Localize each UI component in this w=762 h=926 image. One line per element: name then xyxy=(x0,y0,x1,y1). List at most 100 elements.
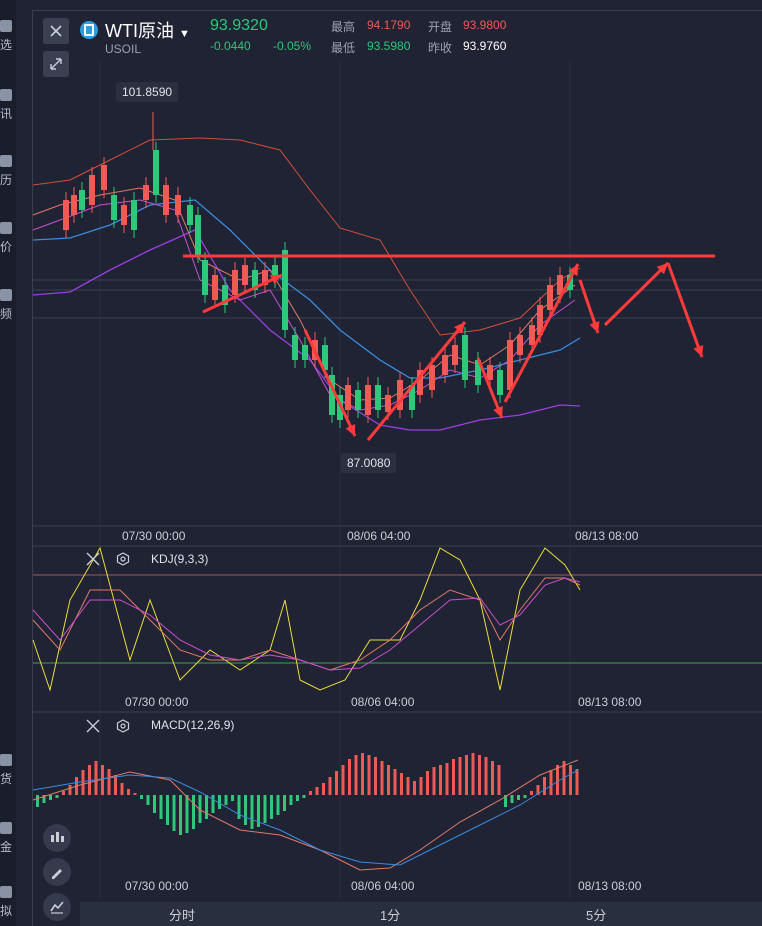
price-change: -0.0440 xyxy=(210,39,251,53)
candle xyxy=(345,385,351,410)
macd-bar xyxy=(81,770,85,795)
candle xyxy=(121,205,127,225)
collapse-button[interactable] xyxy=(43,51,69,77)
candle xyxy=(187,205,193,225)
macd-bar xyxy=(185,795,189,833)
annotation-arrowhead xyxy=(693,345,704,357)
macd-bar xyxy=(393,769,397,795)
sidebar-item-calendar[interactable]: 历 xyxy=(0,155,16,188)
macd-bar xyxy=(289,795,293,805)
candle xyxy=(517,335,523,355)
bollinger-upper xyxy=(32,137,581,336)
indicator-tool-button[interactable] xyxy=(43,893,71,921)
macd-bar xyxy=(361,753,364,795)
timeframe-bar xyxy=(80,902,762,926)
open-value: 93.9800 xyxy=(463,18,507,32)
macd-settings-icon[interactable] xyxy=(116,719,130,733)
tab-5min[interactable]: 5分 xyxy=(586,908,607,923)
annotation-arrow xyxy=(303,329,357,437)
kdj-close-icon[interactable] xyxy=(86,552,100,566)
tab-1min[interactable]: 1分 xyxy=(380,908,401,923)
open-label: 开盘 xyxy=(428,20,453,34)
macd-bar xyxy=(192,795,195,829)
candle xyxy=(497,370,503,395)
macd-bar xyxy=(166,795,169,825)
macd-bar xyxy=(478,755,481,795)
sidebar-item-watchlist[interactable]: 选 xyxy=(0,20,16,53)
x-axis-label: 08/06 04:00 xyxy=(351,695,415,709)
candle xyxy=(567,275,573,290)
macd-bar xyxy=(413,781,416,795)
macd-bar xyxy=(101,765,104,795)
macd-bar xyxy=(127,789,130,795)
macd-bar xyxy=(146,795,150,805)
macd-bar xyxy=(400,773,403,795)
chevron-down-icon: ▼ xyxy=(179,28,190,40)
macd-bar xyxy=(341,765,345,795)
macd-bar xyxy=(49,795,52,800)
candle xyxy=(143,185,149,200)
close-button[interactable] xyxy=(43,18,69,44)
candle xyxy=(232,270,238,295)
sidebar-item-video[interactable]: 频 xyxy=(0,289,16,322)
candle xyxy=(365,385,371,415)
candle xyxy=(487,365,493,380)
kdj-settings-icon[interactable] xyxy=(116,552,130,566)
macd-bar xyxy=(348,759,351,795)
candle xyxy=(101,165,107,190)
macd-bar xyxy=(237,795,241,819)
macd-bar xyxy=(445,763,449,795)
candle xyxy=(175,195,181,215)
candle xyxy=(79,190,85,210)
macd-bar xyxy=(88,765,91,795)
kdj-d-line xyxy=(32,577,581,671)
max-price-tag: 101.8590 xyxy=(116,82,179,102)
tab-timeshare[interactable]: 分时 xyxy=(169,908,196,923)
x-axis-label: 08/06 04:00 xyxy=(347,529,411,543)
draw-tool-button[interactable] xyxy=(43,858,71,886)
macd-bar xyxy=(270,795,273,819)
macd-bar xyxy=(426,771,429,795)
candle xyxy=(475,360,481,385)
macd-bar xyxy=(133,793,137,795)
macd-bar xyxy=(569,765,572,795)
macd-bar xyxy=(380,761,384,795)
macd-bar xyxy=(432,767,436,795)
price-icon xyxy=(0,222,12,234)
macd-bar xyxy=(107,769,111,795)
macd-bar xyxy=(153,795,156,813)
macd-bar xyxy=(296,795,299,801)
macd-close-icon[interactable] xyxy=(86,719,100,733)
kdj-k-line xyxy=(32,577,581,671)
prev-close-value: 93.9760 xyxy=(463,39,507,53)
macd-bar xyxy=(419,777,423,795)
annotation-arrow xyxy=(503,263,580,403)
macd-bar xyxy=(250,795,254,829)
macd-bar xyxy=(68,785,72,795)
macd-bar xyxy=(510,795,514,803)
video-icon xyxy=(0,289,12,301)
instrument-title[interactable]: WTI原油 ▼ xyxy=(105,21,190,41)
sidebar-item-simulate[interactable]: 拟 xyxy=(0,886,16,919)
candle xyxy=(385,395,391,412)
macd-bar xyxy=(205,795,208,819)
macd-bar xyxy=(549,770,553,795)
macd-bar xyxy=(328,777,332,795)
macd-bar xyxy=(367,755,371,795)
last-price: 93.9320 xyxy=(210,17,268,34)
sidebar-item-price[interactable]: 价 xyxy=(0,222,16,255)
candle xyxy=(452,345,458,365)
macd-bar xyxy=(387,765,390,795)
candle xyxy=(547,285,553,310)
sidebar-item-gold[interactable]: 金 xyxy=(0,822,16,855)
macd-bar xyxy=(55,795,59,798)
kdj-label: KDJ(9,3,3) xyxy=(151,552,209,566)
futures-icon xyxy=(0,754,12,766)
candle-type-button[interactable] xyxy=(43,824,71,852)
sidebar-item-futures[interactable]: 货 xyxy=(0,754,16,787)
sidebar-item-news[interactable]: 讯 xyxy=(0,89,16,122)
macd-bar xyxy=(497,765,501,795)
flag-icon xyxy=(0,20,12,32)
candle xyxy=(163,185,169,215)
